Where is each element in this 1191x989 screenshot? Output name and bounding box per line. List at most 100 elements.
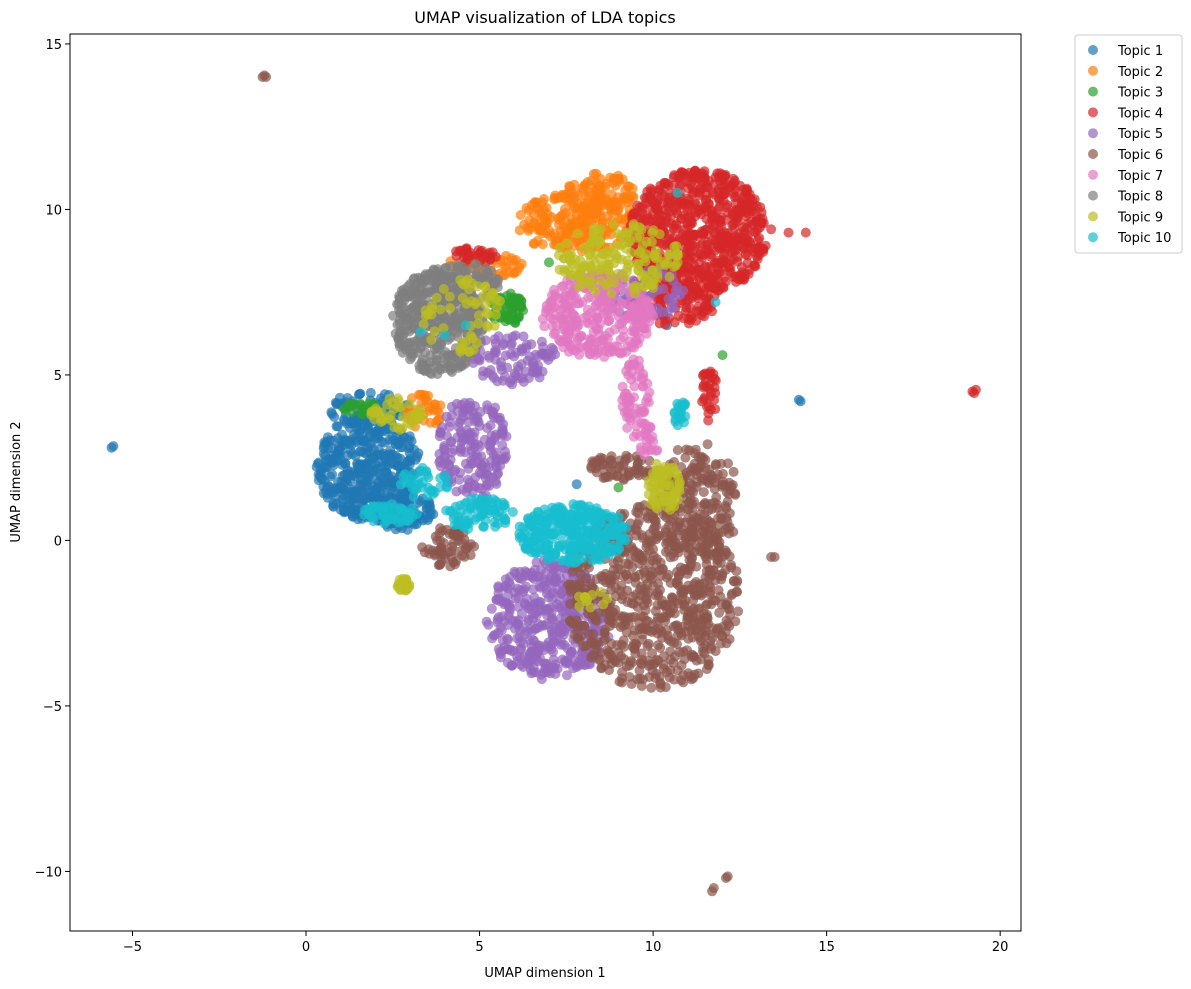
data-point [715,591,726,602]
series-topic-10 [359,187,721,568]
data-point [549,194,560,205]
data-point [503,619,514,630]
data-point [629,208,640,218]
data-point [469,541,480,552]
data-point [452,406,463,416]
data-point [731,204,742,215]
data-point [701,600,712,611]
data-point [497,611,508,622]
data-point [333,483,344,494]
data-point [646,236,657,247]
data-point [469,479,479,490]
data-point [588,182,599,193]
data-point [443,460,454,471]
data-point [576,630,586,641]
data-point [399,284,409,295]
data-point [474,421,485,431]
data-point [402,456,413,466]
data-point [756,217,767,228]
data-point [683,313,694,324]
data-point [591,206,602,217]
data-point [705,366,716,377]
data-point [386,476,397,487]
data-point [434,431,445,442]
data-point [429,276,440,287]
data-point [571,210,582,221]
data-point [693,287,704,298]
data-point [394,424,405,435]
data-point [693,452,704,463]
data-point [702,439,713,450]
data-point [473,352,484,363]
data-point [637,381,648,391]
data-point [626,247,637,258]
y-axis-label: UMAP dimension 2 [9,421,24,542]
data-point [641,328,652,339]
data-point [570,311,581,322]
data-point [388,403,399,414]
data-point [635,442,646,453]
data-point [518,586,529,597]
data-point [527,199,538,210]
data-point [721,638,732,649]
data-point [365,387,376,398]
data-point [619,192,629,203]
data-point [550,310,561,321]
data-point [440,263,451,274]
data-point [575,569,586,580]
data-point [547,629,558,640]
data-point [573,584,584,594]
data-point [363,464,374,474]
data-point [619,654,630,665]
data-point [573,281,584,292]
data-point [624,336,635,347]
data-point [528,238,539,249]
data-point [543,225,554,236]
data-point [482,423,493,433]
data-point [719,272,729,283]
series-topic-7 [537,268,663,461]
data-point [558,281,569,291]
data-point [618,571,629,582]
data-point [668,462,679,473]
data-point [502,362,513,373]
data-point [660,682,671,693]
data-point [345,466,356,477]
data-point [595,587,606,598]
data-point [582,310,593,321]
data-point [688,604,699,615]
data-point [502,633,513,644]
data-point [592,637,603,648]
data-point [672,248,683,259]
data-point [606,189,617,200]
data-point [730,236,741,247]
data-point [595,455,606,466]
data-point [326,443,337,453]
data-point [438,271,449,282]
data-point [678,646,689,657]
data-point [538,580,549,591]
data-point [257,72,268,82]
data-point [687,240,697,251]
data-point [478,370,488,381]
data-point [561,238,572,249]
data-point [537,210,547,221]
data-point [672,566,682,577]
data-point [452,432,463,443]
data-point [703,539,714,550]
data-point [664,249,675,260]
data-point [363,422,374,433]
data-point [668,261,679,272]
data-point [663,569,674,580]
series-topic-9 [366,219,685,613]
data-point [683,528,694,539]
data-point [483,619,494,630]
data-point [687,499,698,509]
data-point [397,347,408,358]
data-point [708,623,719,634]
data-point [728,576,739,587]
data-point [672,494,683,505]
data-point [565,181,576,192]
data-point [358,474,368,485]
data-point [646,187,656,198]
